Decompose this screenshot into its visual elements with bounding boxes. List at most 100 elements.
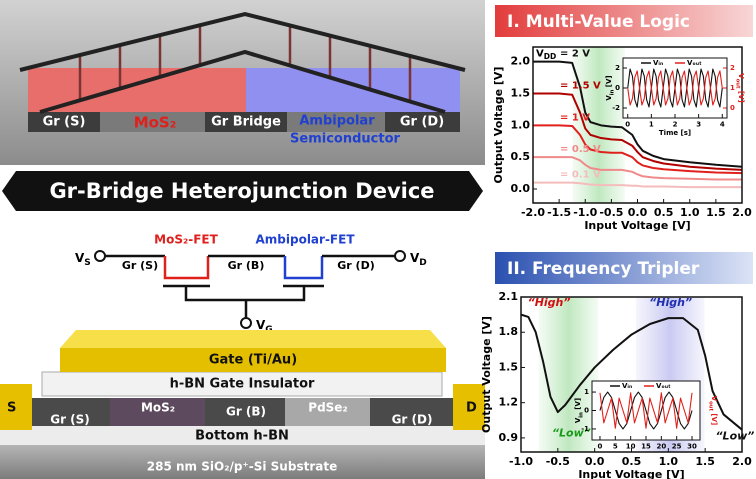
x-tick-label: 2: [673, 120, 678, 128]
y-tick-label: 1: [584, 388, 589, 396]
ambipolar-channel: [285, 256, 322, 278]
y2-axis-label-sub: out: [735, 79, 741, 89]
layer-label: Bottom h-BN: [195, 429, 289, 444]
terminal-label: VD: [410, 251, 427, 268]
node-label: Gr (D): [337, 259, 374, 272]
x-tick-label: 1.5: [706, 206, 726, 219]
x-tick-label: 15: [641, 442, 651, 450]
node-label: Gr (S): [122, 259, 158, 272]
label: Gr (D): [400, 115, 444, 130]
contact-label: D: [466, 401, 477, 416]
curve-label: = 2 V: [560, 49, 590, 60]
x-axis-label: Input Voltage [V]: [584, 219, 690, 232]
x-tick-label: -1.0: [573, 206, 597, 219]
banner-text: Gr-Bridge Heterojunction Device: [49, 179, 434, 203]
legend-label: Vₒᵤₜ: [656, 382, 671, 390]
layer-label: Gr (B): [226, 405, 266, 419]
terminal: [241, 318, 251, 328]
y2-tick-label: 1: [730, 84, 735, 92]
device-stack: 285 nm SiO₂/p⁺-Si Substrate Bottom h-BN …: [0, 330, 485, 479]
layer-label: PdSe₂: [308, 401, 347, 415]
legend-label: Vᵢₙ: [622, 382, 632, 390]
x-tick-label: 2.0: [732, 455, 752, 468]
label: MoS₂: [134, 114, 177, 132]
label: Gr Bridge: [211, 115, 281, 130]
x-tick-label: 1.0: [659, 455, 679, 468]
y2-axis-label-rest: [V]: [737, 89, 745, 103]
x-tick-label: -0.5: [599, 206, 623, 219]
x-tick-label: 2.0: [732, 206, 752, 219]
circuit: VS VD VG MoS₂-FET Ambipolar-FET Gr (S) G…: [75, 233, 427, 335]
vdd-label-sub: DD: [544, 52, 556, 61]
y-axis-label-rest: [V]: [605, 75, 613, 89]
gate-wire: [163, 286, 324, 318]
x-tick-label: -1.5: [547, 206, 571, 219]
y-tick-label: 1.0: [511, 118, 531, 131]
x-tick-label: 10: [626, 442, 636, 450]
x-tick-label: 0: [598, 442, 603, 450]
chart-title: I. Multi-Value Logic: [507, 12, 690, 32]
annotation: “High”: [649, 296, 692, 309]
y-axis-label: Output Voltage [V]: [492, 67, 505, 184]
terminal: [95, 251, 105, 261]
x-tick-label: 1.0: [680, 206, 700, 219]
x-tick-label: -1.0: [509, 455, 533, 468]
label: Ambipolar: [299, 114, 375, 129]
curve-label: = 1 V: [560, 112, 590, 123]
layer-label: Gr (S): [50, 413, 90, 427]
y2-tick-label: 2: [730, 64, 735, 72]
x-tick-label: 0.5: [654, 206, 674, 219]
y-tick-label: 2.0: [511, 55, 531, 68]
y2-axis-label-rest: [V]: [710, 411, 718, 425]
chart-title: II. Frequency Tripler: [507, 259, 700, 279]
x-tick-label: -0.5: [546, 455, 570, 468]
fet-label: Ambipolar-FET: [255, 233, 355, 247]
fet-label: MoS₂-FET: [154, 233, 218, 247]
legend-label: Vₒᵤₜ: [687, 59, 702, 67]
x-tick-label: 30: [687, 442, 697, 450]
x-tick-label: 3: [696, 120, 701, 128]
x-tick-label: 20: [656, 442, 666, 450]
x-tick-label: 0.0: [585, 455, 605, 468]
x-tick-label: 1.5: [695, 455, 715, 468]
x-tick-label: 25: [672, 442, 682, 450]
top-device: Gr (S) MoS₂ Gr Bridge Ambipolar Semicond…: [0, 0, 485, 165]
curve-label: = 0.5 V: [560, 144, 601, 155]
x-tick-label: 5: [613, 442, 618, 450]
y-tick-label: 1.5: [511, 86, 531, 99]
x-tick-label: 1: [649, 120, 654, 128]
label: Semiconductor: [290, 132, 400, 147]
y2-tick-label: 0: [730, 104, 735, 112]
x-tick-label: 0.0: [628, 206, 648, 219]
y-tick-label: 0.9: [499, 431, 519, 444]
label: Gr (S): [43, 115, 86, 130]
y-tick-label: 2: [615, 64, 620, 72]
annotation: “High”: [528, 296, 571, 309]
layer-label: MoS₂: [141, 401, 175, 415]
layer-label: Gate (Ti/Au): [209, 353, 297, 368]
y-tick-label: -1: [581, 425, 589, 433]
annotation: “Low”: [715, 430, 754, 443]
mos2-channel: [165, 256, 208, 278]
layer-label: Gr (D): [392, 413, 433, 427]
node-label: Gr (B): [228, 259, 265, 272]
x-tick-label: 0.5: [622, 455, 642, 468]
curve-label: = 1.5 V: [560, 80, 601, 91]
x-tick-label: -2.0: [521, 206, 545, 219]
contact-label: S: [7, 401, 16, 416]
y-tick-label: 0.0: [511, 182, 531, 195]
terminal-label: VS: [75, 251, 91, 268]
y-tick-label: 2.1: [499, 290, 519, 303]
y-tick-label: -2: [612, 104, 620, 112]
x-axis-label: Input Voltage [V]: [578, 468, 684, 479]
y-tick-label: 0.5: [511, 150, 531, 163]
legend-label: Vᵢₙ: [653, 59, 663, 67]
y2-axis-label-sub: out: [708, 401, 714, 411]
x-axis-label: Time [s]: [659, 129, 691, 137]
figure: Gr (S) MoS₂ Gr Bridge Ambipolar Semicond…: [0, 0, 756, 479]
layer-label: h-BN Gate Insulator: [170, 377, 315, 392]
y-axis-label: Output Voltage [V]: [480, 316, 493, 433]
layer-label: 285 nm SiO₂/p⁺-Si Substrate: [147, 460, 337, 474]
y-axis-label-rest: [V]: [574, 398, 582, 412]
y-tick-label: 0: [584, 407, 589, 415]
